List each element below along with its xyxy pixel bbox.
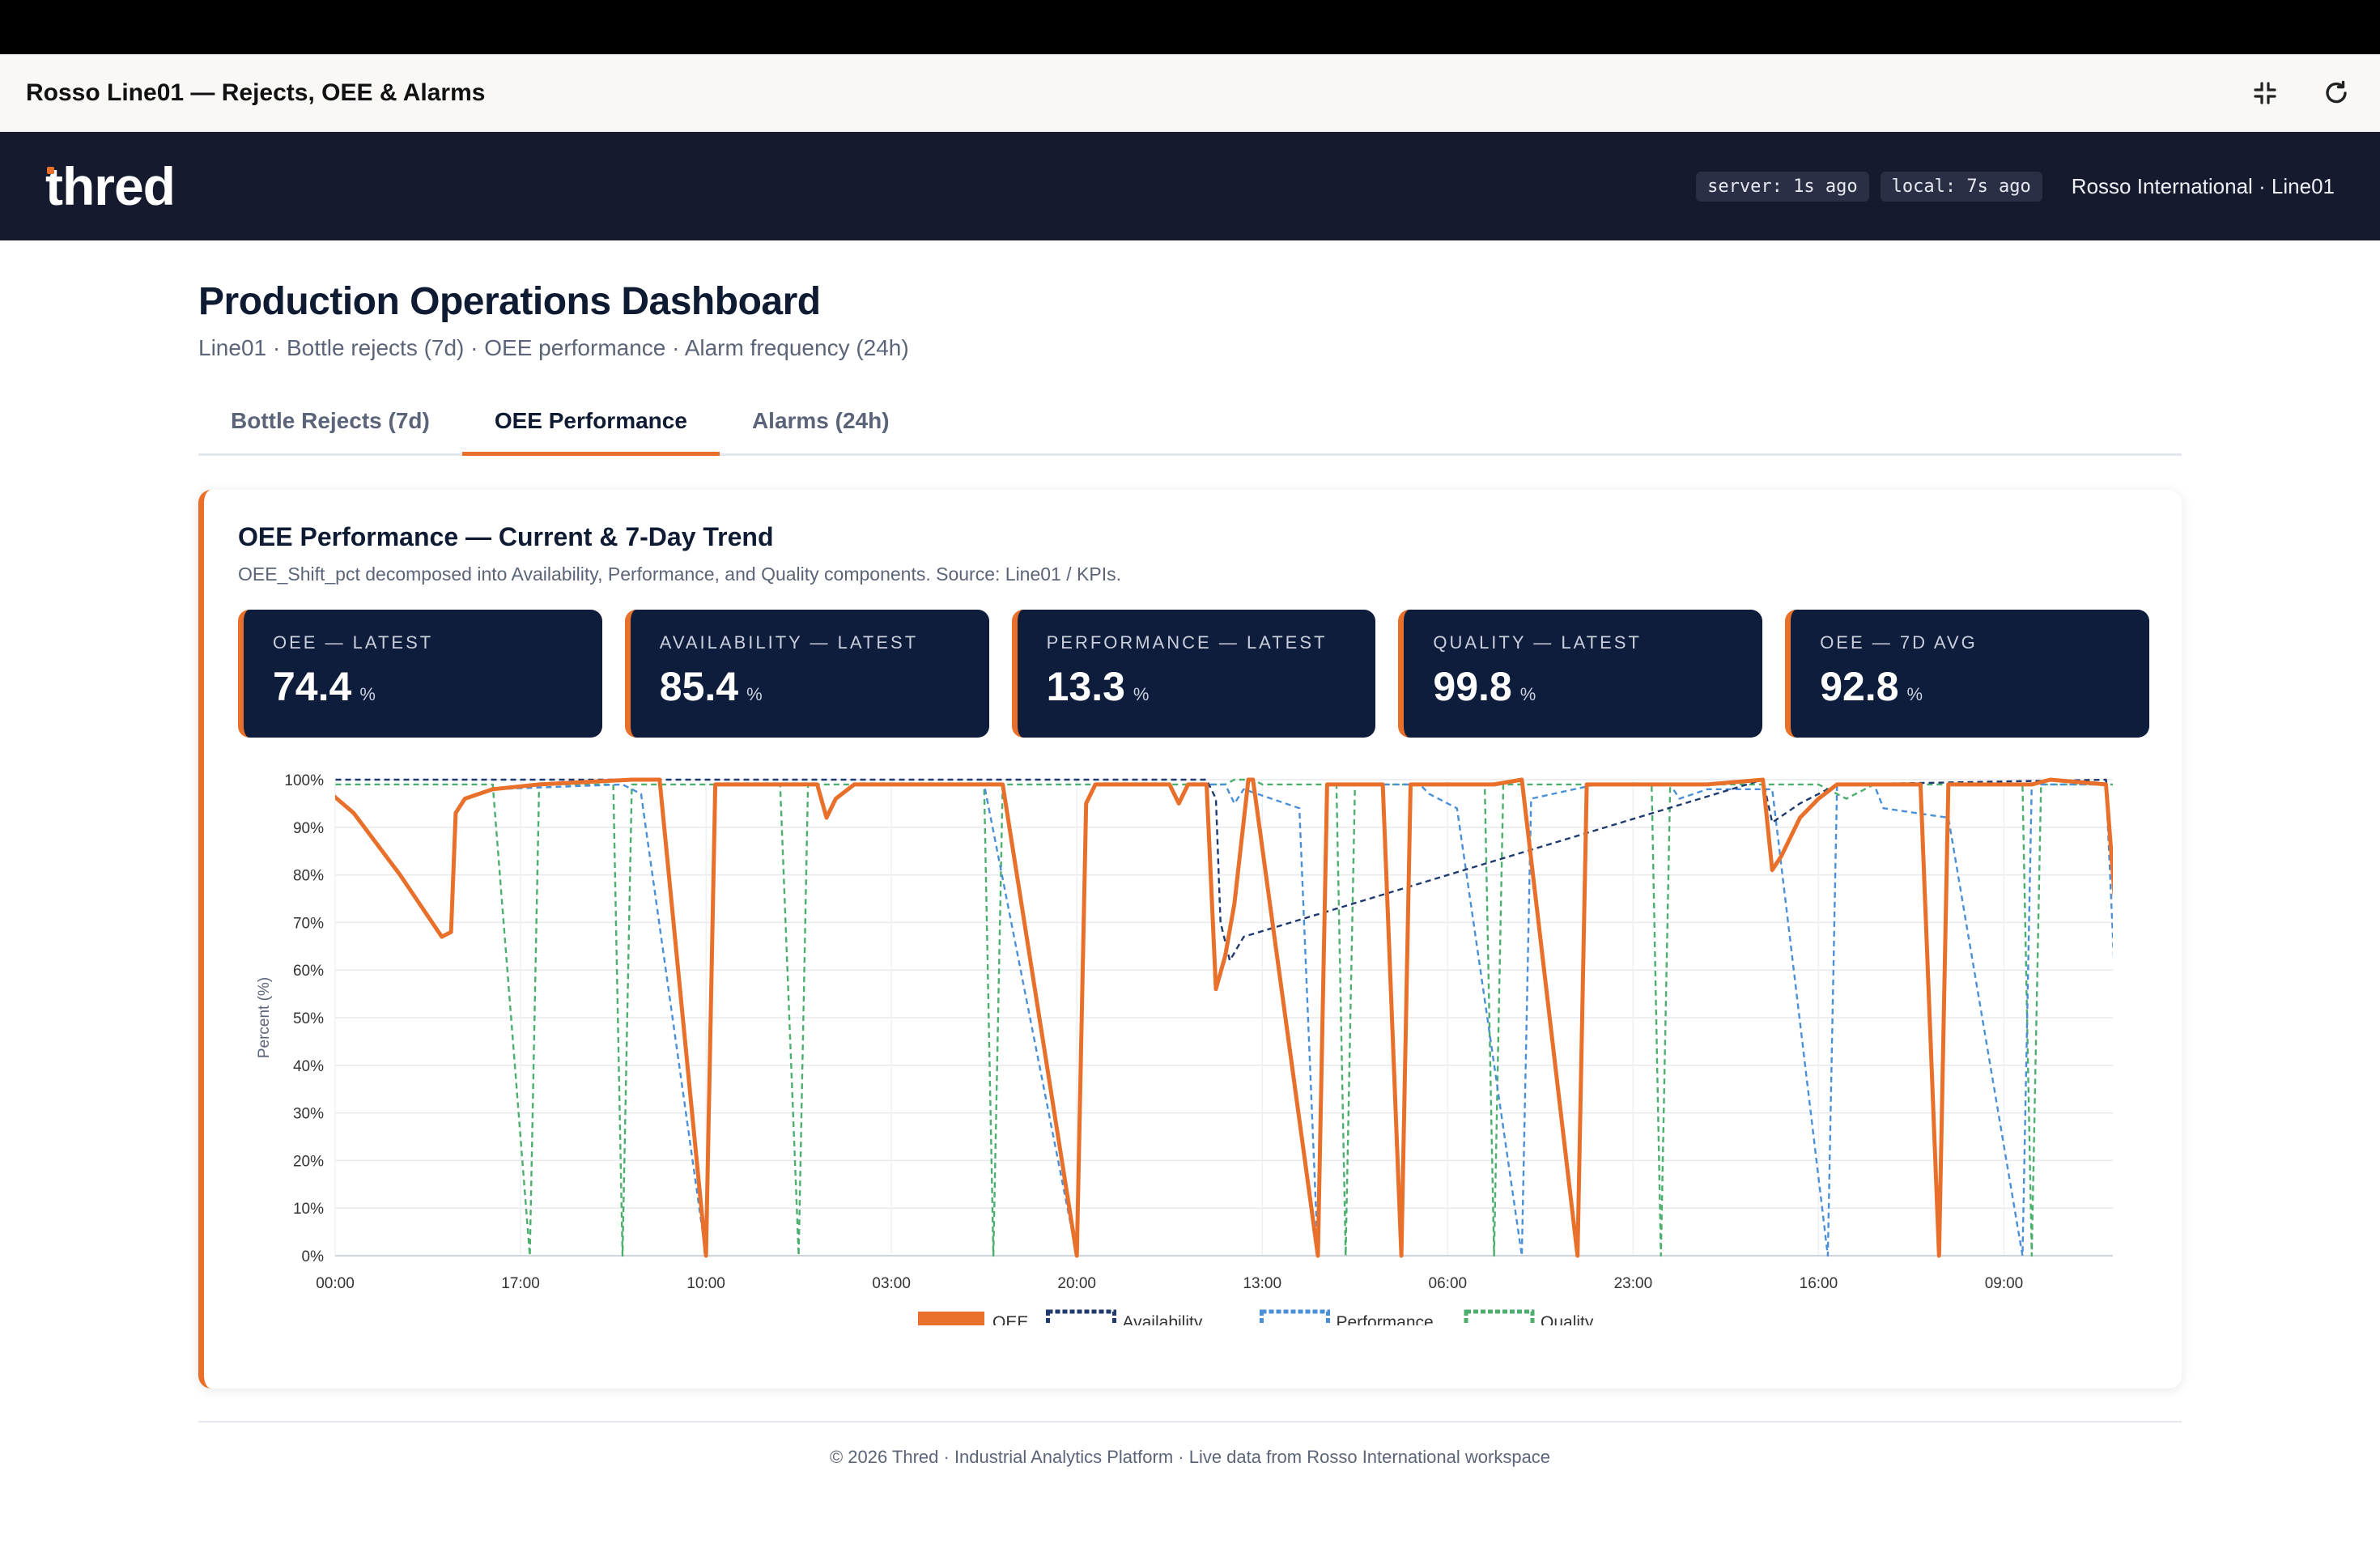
y-tick-label: 100% [284,772,324,789]
kpi-unit: % [746,684,763,704]
kpi-unit: % [1519,684,1536,704]
x-tick-label: 10:00 [686,1275,725,1292]
kpi-label: OEE — 7D AVG [1820,632,1978,653]
kpi-unit: % [1133,684,1150,704]
legend-swatch-availability [1046,1309,1116,1333]
kpi-oee-7d-avg: OEE — 7D AVG 92.8% [1785,610,2149,738]
kpi-unit: % [359,684,376,704]
series-line-oee [335,777,2113,1258]
window-title: Rosso Line01 — Rejects, OEE & Alarms [26,79,486,106]
legend-label-quality: Quality [1541,1313,1594,1325]
x-tick-label: 09:00 [1985,1275,2024,1292]
legend-swatch-performance [1260,1309,1330,1333]
x-tick-label: 20:00 [1057,1275,1096,1292]
x-tick-label: 00:00 [316,1275,355,1292]
page-subtitle: Line01 · Bottle rejects (7d) · OEE perfo… [198,335,909,360]
kpi-value: 13.3 [1046,664,1125,709]
kpi-label: AVAILABILITY — LATEST [659,632,919,653]
x-tick-label: 23:00 [1614,1275,1653,1292]
kpi-value: 99.8 [1433,664,1512,709]
kpi-oee-latest: OEE — LATEST 74.4% [238,610,602,738]
tab-bar: Bottle Rejects (7d) OEE Performance Alar… [198,395,2182,456]
legend-swatch-oee [918,1312,984,1331]
tab-oee-performance[interactable]: OEE Performance [461,395,720,456]
y-tick-label: 10% [293,1201,324,1218]
y-tick-label: 90% [293,820,324,837]
oee-trend-chart: 0% 10% 20% 30% 40% 50% 60% 70% 80% 90% 100% 00:00 17… [238,759,2149,1333]
legend-label-performance: Performance [1337,1313,1434,1325]
x-tick-label: 13:00 [1243,1275,1281,1292]
app-navbar: thred server: 1s ago local: 7s ago Rosso… [0,132,2380,240]
oee-chart-svg: 0% 10% 20% 30% 40% 50% 60% 70% 80% 90% 100% 00:00 17… [256,772,2113,1333]
kpi-value: 92.8 [1820,664,1899,709]
y-tick-label: 20% [293,1153,324,1170]
kpi-value: 74.4 [273,664,352,709]
x-tick-label: 03:00 [872,1275,911,1292]
footer-text: © 2026 Thred · Industrial Analytics Plat… [829,1447,1551,1467]
tab-bottle-rejects[interactable]: Bottle Rejects (7d) [231,408,430,433]
kpi-availability-latest: AVAILABILITY — LATEST 85.4% [624,610,989,738]
kpi-label: PERFORMANCE — LATEST [1046,632,1328,653]
series-line-availability [335,778,2113,962]
y-tick-label: 40% [293,1058,324,1075]
window-titlebar: Rosso Line01 — Rejects, OEE & Alarms [0,54,2380,132]
y-tick-label: 70% [293,915,324,932]
local-status-badge: local: 7s ago [1880,171,2042,202]
y-tick-label: 60% [293,963,324,980]
kpi-row: OEE — LATEST 74.4% AVAILABILITY — LATEST… [238,610,2149,738]
y-tick-label: 50% [293,1010,324,1027]
footer-divider [198,1421,2182,1423]
card-title: OEE Performance — Current & 7-Day Trend [238,522,774,551]
legend-label-availability: Availability [1123,1313,1203,1325]
legend-swatch-quality [1464,1309,1535,1333]
tab-alarms[interactable]: Alarms (24h) [751,408,890,433]
refresh-icon[interactable] [2318,75,2354,111]
page-title: Production Operations Dashboard [198,280,821,323]
kpi-unit: % [1906,684,1923,704]
server-status-badge: server: 1s ago [1696,171,1869,202]
collapse-icon[interactable] [2247,75,2283,111]
oee-card: OEE Performance — Current & 7-Day Trend … [198,490,2182,1389]
org-label: Rosso International · Line01 [2071,173,2335,198]
card-subtitle: OEE_Shift_pct decomposed into Availabili… [238,563,1121,585]
kpi-quality-latest: QUALITY — LATEST 99.8% [1398,610,1763,738]
kpi-label: QUALITY — LATEST [1433,632,1642,653]
logo-text: thred [45,156,176,216]
y-tick-label: 0% [302,1248,325,1265]
y-axis-title: Percent (%) [256,977,273,1058]
x-tick-label: 06:00 [1429,1275,1468,1292]
os-top-bar [0,0,2380,54]
x-tick-label: 16:00 [1800,1275,1838,1292]
kpi-performance-latest: PERFORMANCE — LATEST 13.3% [1011,610,1376,738]
kpi-value: 85.4 [659,664,739,709]
series-line-performance [335,783,2113,1257]
y-tick-label: 80% [293,868,324,885]
y-tick-label: 30% [293,1106,324,1123]
x-tick-label: 17:00 [501,1275,540,1292]
thred-logo[interactable]: thred [45,155,176,217]
main-content: Production Operations Dashboard Line01 ·… [198,240,2182,1468]
kpi-label: OEE — LATEST [273,632,434,653]
legend-label-oee: OEE [992,1313,1028,1325]
logo-accent-dot [47,167,54,174]
